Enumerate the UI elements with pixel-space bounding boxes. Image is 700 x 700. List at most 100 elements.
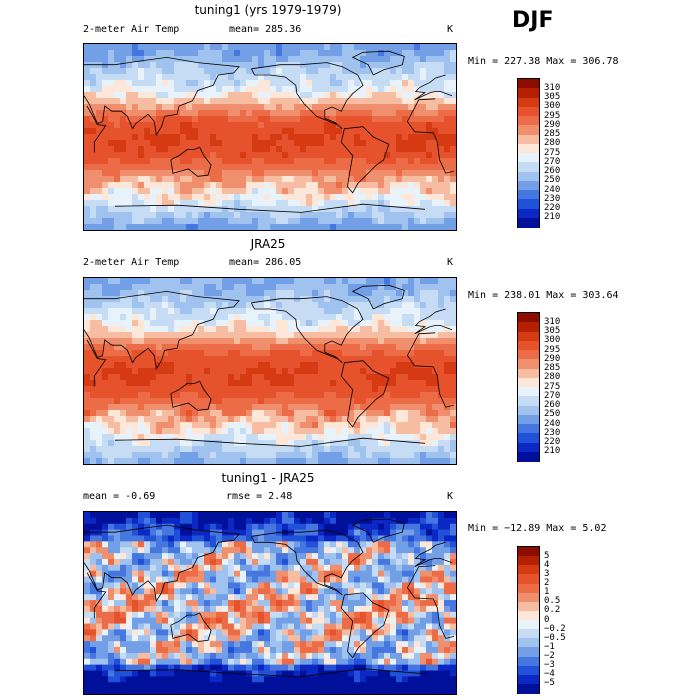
map-cell [330,380,337,387]
map-cell [228,86,235,93]
map-cell [336,362,343,369]
map-cell [432,338,439,345]
map-cell [156,588,163,595]
map-cell [276,200,283,207]
map-cell [222,458,229,464]
map-cell [240,44,247,51]
map-cell [414,440,421,447]
map-cell [114,224,121,230]
map-cell [420,535,427,542]
map-cell [192,547,199,554]
coastline [340,360,390,428]
map-cell [84,416,91,423]
map-cell [108,404,115,411]
map-cell [432,362,439,369]
map-cell [204,110,211,117]
map-cell [336,302,343,309]
map-cell [174,74,181,81]
map-cell [426,392,433,399]
map-cell [84,541,91,548]
map-cell [168,428,175,435]
map-cell [132,98,139,105]
map-cell [90,314,97,321]
map-cell [126,62,133,69]
map-cell [252,434,259,441]
map-cell [288,356,295,363]
map-cell [372,594,379,601]
map-cell [108,553,115,560]
map-cell [228,416,235,423]
map-cell [402,570,409,578]
map-cell [228,535,235,542]
map-cell [282,134,289,141]
map-cell [366,452,373,459]
map-cell [288,152,295,159]
map-cell [120,134,127,141]
map-cell [360,44,367,51]
map-cell [354,104,361,111]
map-cell [186,338,193,345]
map-cell [216,564,223,572]
map-cell [426,140,433,147]
map-cell [348,594,355,601]
map-cell [360,356,367,363]
map-cell [126,553,133,560]
map-cell [450,68,456,75]
map-cell [426,146,433,153]
map-cell [258,440,265,447]
map-cell [120,605,127,613]
map-cell [300,422,307,429]
map-cell [354,529,361,537]
map-cell [408,428,415,435]
map-cell [288,104,295,111]
map-cell [186,50,193,57]
map-cell [264,320,271,327]
map-cell [396,600,403,607]
map-cell [414,62,421,69]
map-cell [234,594,241,601]
map-cell [360,98,367,105]
map-cell [264,182,271,189]
map-cell [384,368,391,375]
map-cell [432,458,439,464]
map-cell [96,594,103,601]
colorbar-swatch [518,313,539,323]
map-cell [330,68,337,75]
map-cell [276,158,283,165]
map-cell [444,320,451,327]
map-cell [336,338,343,345]
map-cell [414,362,421,369]
map-cell [132,194,139,201]
map-cell [114,576,121,584]
map-cell [180,290,187,297]
map-cell [450,56,456,63]
map-cell [324,547,331,554]
map-cell [186,452,193,459]
map-cell [384,80,391,87]
map-cell [150,517,157,525]
map-cell [282,152,289,159]
map-cell [366,332,373,339]
map-cell [162,386,169,393]
map-cell [132,44,139,51]
map-cell [336,446,343,453]
map-cell [102,308,109,315]
map-cell [318,86,325,93]
map-cell [162,541,169,548]
map-cell [282,194,289,201]
colorbar-tick-label: 280 [544,372,561,383]
map-cell [318,380,325,387]
map-cell [378,338,385,345]
map-cell [174,158,181,165]
map-cell [378,588,385,595]
map-cell [336,164,343,171]
map-cell [90,582,97,589]
map-cell [384,110,391,117]
map-cell [240,170,247,177]
map-cell [372,517,379,525]
map-cell [222,200,229,207]
map-cell [96,541,103,548]
map-cell [426,116,433,123]
map-cell [90,611,97,619]
map-cell [348,410,355,417]
